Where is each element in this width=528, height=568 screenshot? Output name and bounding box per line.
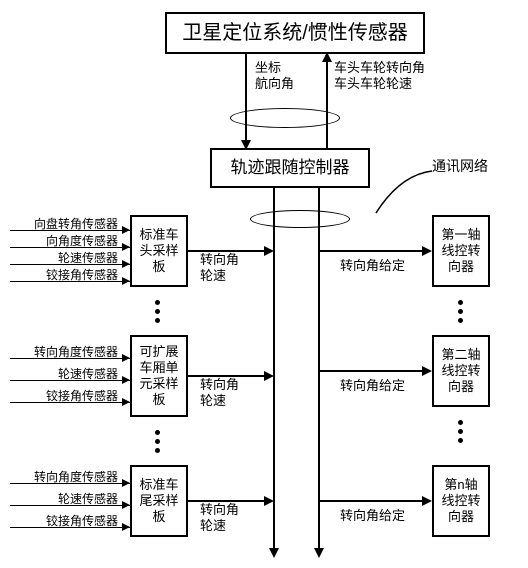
top-to-controller-left: [245, 54, 247, 148]
sensor-line-1-2: [10, 247, 130, 248]
dots-left-1: [155, 300, 160, 323]
sampler-3-l2: 尾采样: [139, 493, 178, 509]
steer2-arrow: [422, 366, 432, 376]
controller-box: 轨迹跟随控制器: [210, 148, 370, 188]
bus-right-arrow: [314, 548, 324, 558]
dots-left-2: [155, 430, 160, 453]
sampler1-arrow: [264, 246, 274, 256]
sensor-arrow-1-4: [122, 277, 130, 285]
comm-net-label: 通讯网络: [432, 158, 488, 176]
sensor-line-2-1: [10, 358, 130, 359]
sensor-arrow-2-2: [122, 376, 130, 384]
sampler-1-l3: 板: [152, 259, 165, 275]
steer-n-l1: 第n轴: [444, 477, 477, 493]
steer-2-l3: 向器: [448, 379, 474, 395]
bus-to-steer2: [320, 370, 424, 372]
sensor-arrow-1-3: [122, 260, 130, 268]
sensor-line-2-2: [10, 380, 130, 381]
sampler-1-l1: 标准车: [139, 227, 178, 243]
sampler-1-box: 标准车 头采样 板: [130, 215, 188, 287]
dots-right-2: [458, 420, 463, 443]
sampler-2-l1: 可扩展: [139, 344, 178, 360]
sensor-arrow-3-2: [122, 501, 130, 509]
bus-right-line: [318, 188, 320, 550]
steer-1-l2: 线控转: [441, 243, 480, 259]
sensor-line-1-4: [10, 281, 130, 282]
sampler3-arrow: [264, 496, 274, 506]
steer2-label: 转向角给定: [340, 378, 405, 394]
sampler2-bus-label: 转向角 轮速: [200, 377, 239, 410]
steer-n-box: 第n轴 线控转 向器: [432, 465, 490, 537]
sampler-2-l3: 元采样: [139, 376, 178, 392]
bus-left-arrow: [269, 548, 279, 558]
bus-ellipse-top: [230, 108, 340, 128]
sampler2-arrow: [264, 371, 274, 381]
sensor-line-3-3: [10, 527, 130, 528]
sensor-arrow-2-3: [122, 398, 130, 406]
sampler-2-l4: 板: [152, 392, 165, 408]
steer1-arrow: [422, 246, 432, 256]
sampler-3-l3: 板: [152, 509, 165, 525]
bus-to-steer1: [320, 250, 424, 252]
sensor-line-1-1: [10, 230, 130, 231]
controller-to-top-right: [326, 60, 328, 148]
gps-imu-label: 卫星定位系统/惯性传感器: [182, 21, 408, 46]
steern-label: 转向角给定: [340, 508, 405, 524]
sampler3-bus-label: 转向角 轮速: [200, 502, 239, 535]
steer1-label: 转向角给定: [340, 258, 405, 274]
sensor-arrow-1-2: [122, 243, 130, 251]
comm-net-pointer: [370, 165, 440, 220]
sampler-3-box: 标准车 尾采样 板: [130, 465, 188, 537]
steer-n-l2: 线控转: [441, 493, 480, 509]
sensor-line-3-2: [10, 505, 130, 506]
sampler-3-l1: 标准车: [139, 477, 178, 493]
steer-1-l3: 向器: [448, 259, 474, 275]
controller-label: 轨迹跟随控制器: [231, 157, 350, 178]
sampler-1-l2: 头采样: [139, 243, 178, 259]
sampler-2-l2: 车厢单: [139, 360, 178, 376]
sampler1-bus-label: 转向角 轮速: [200, 252, 239, 285]
steer-2-box: 第二轴 线控转 向器: [432, 335, 490, 407]
steer-2-l1: 第二轴: [441, 347, 480, 363]
sensor-line-3-1: [10, 483, 130, 484]
sensor-arrow-2-1: [122, 354, 130, 362]
steern-arrow: [422, 496, 432, 506]
steer-1-box: 第一轴 线控转 向器: [432, 215, 490, 287]
dots-right-1: [458, 300, 463, 323]
sensor-arrow-1-1: [122, 226, 130, 234]
top-right-label: 车头车轮转向角 车头车轮轮速: [334, 60, 425, 93]
steer-1-l1: 第一轴: [441, 227, 480, 243]
bus-ellipse-bottom: [250, 210, 350, 228]
bus-to-steern: [320, 500, 424, 502]
top-left-label: 坐标 航向角: [255, 60, 294, 93]
sensor-line-1-3: [10, 264, 130, 265]
sampler-2-box: 可扩展 车厢单 元采样 板: [130, 335, 188, 417]
gps-imu-box: 卫星定位系统/惯性传感器: [165, 12, 425, 54]
arrow-up-right: [322, 52, 332, 62]
steer-2-l2: 线控转: [441, 363, 480, 379]
steer-n-l3: 向器: [448, 509, 474, 525]
sensor-arrow-3-3: [122, 523, 130, 531]
sensor-arrow-3-1: [122, 479, 130, 487]
sensor-line-2-3: [10, 402, 130, 403]
